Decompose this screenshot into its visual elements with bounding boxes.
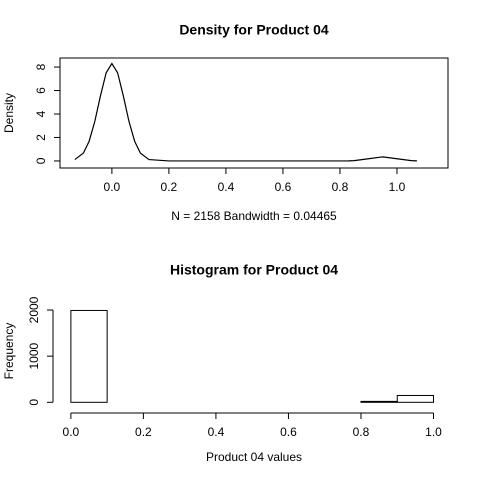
chart-title: Density for Product 04 — [179, 22, 329, 38]
x-tick-label: 0.4 — [218, 180, 235, 194]
x-tick-label: 0.6 — [275, 180, 292, 194]
density-line — [74, 62, 417, 162]
x-tick-label: 1.0 — [425, 425, 442, 439]
y-tick-label: 2000 — [27, 296, 41, 323]
x-tick-label: 0.0 — [104, 180, 121, 194]
x-tick-label: 0.2 — [161, 180, 178, 194]
bar — [360, 400, 398, 403]
y-tick-label: 4 — [34, 110, 48, 117]
y-tick-label: 1000 — [27, 342, 41, 369]
x-tick-label: 0.4 — [208, 425, 225, 439]
x-tick-label: 1.0 — [389, 180, 406, 194]
x-tick-label: 0.8 — [332, 180, 349, 194]
chart-title: Histogram for Product 04 — [170, 262, 338, 278]
x-tick-label: 0.6 — [280, 425, 297, 439]
y-axis-label: Density — [2, 93, 16, 133]
y-tick-label: 0 — [27, 399, 41, 406]
x-tick-label: 0.2 — [135, 425, 152, 439]
y-tick-label: 0 — [34, 157, 48, 164]
bar — [396, 394, 434, 403]
x-axis-label: N = 2158 Bandwidth = 0.04465 — [171, 209, 337, 223]
x-tick-label: 0.0 — [63, 425, 80, 439]
y-tick-label: 6 — [34, 87, 48, 94]
y-tick-label: 8 — [34, 63, 48, 70]
bar — [70, 309, 108, 403]
y-axis-label: Frequency — [2, 323, 16, 380]
x-tick-label: 0.8 — [353, 425, 370, 439]
y-tick-label: 2 — [34, 134, 48, 141]
x-axis-label: Product 04 values — [206, 450, 302, 464]
